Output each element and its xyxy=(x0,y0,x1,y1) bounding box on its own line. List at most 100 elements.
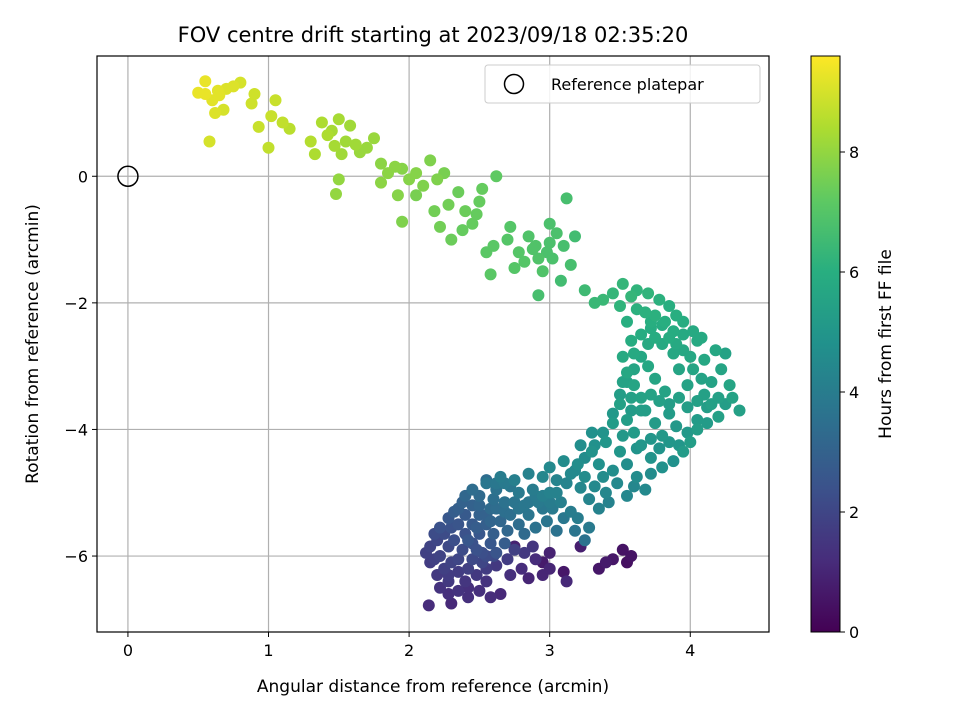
data-point xyxy=(375,176,387,189)
data-point xyxy=(484,268,497,281)
data-point xyxy=(543,562,556,575)
data-point xyxy=(442,198,455,211)
data-point xyxy=(344,119,357,132)
data-point xyxy=(684,350,697,363)
data-point xyxy=(490,546,503,559)
data-point xyxy=(597,426,610,439)
data-point xyxy=(614,398,626,411)
data-point xyxy=(698,353,711,366)
data-point xyxy=(546,252,559,265)
data-point xyxy=(653,395,666,407)
data-point xyxy=(459,575,472,588)
data-point xyxy=(663,398,676,411)
y-tick-label: −4 xyxy=(64,420,88,439)
data-point xyxy=(642,287,655,300)
data-point xyxy=(663,300,676,312)
data-point xyxy=(653,293,666,306)
data-point xyxy=(508,543,521,556)
data-point xyxy=(588,480,601,493)
data-point xyxy=(410,189,423,202)
data-point xyxy=(248,88,261,100)
data-point xyxy=(480,575,493,588)
data-point xyxy=(677,328,690,341)
data-point xyxy=(431,173,444,186)
data-point xyxy=(628,379,640,392)
data-point xyxy=(670,420,683,433)
data-point xyxy=(490,170,503,183)
legend-hollow-circle-icon xyxy=(503,73,525,95)
y-axis-label: Rotation from reference (arcmin) xyxy=(23,204,43,484)
data-point xyxy=(583,493,596,506)
colorbar-tick-label: 4 xyxy=(849,383,859,402)
data-point xyxy=(723,379,736,392)
data-point xyxy=(687,363,700,376)
data-point xyxy=(501,553,514,566)
data-point xyxy=(560,192,573,205)
data-point xyxy=(518,255,531,268)
data-point xyxy=(522,467,535,480)
data-point xyxy=(504,569,517,581)
data-point xyxy=(569,230,581,243)
data-point xyxy=(642,360,655,373)
data-point xyxy=(498,537,511,550)
data-point xyxy=(315,116,328,129)
data-point xyxy=(540,515,553,528)
data-point xyxy=(628,426,640,439)
data-point xyxy=(659,315,671,328)
data-point xyxy=(339,135,352,148)
x-tick-label: 2 xyxy=(404,641,414,660)
y-tick-label: 0 xyxy=(78,167,88,186)
data-point xyxy=(543,236,556,249)
data-point xyxy=(625,334,638,347)
data-point xyxy=(199,75,212,88)
data-point xyxy=(550,474,563,487)
data-point xyxy=(597,470,610,483)
legend: Reference platepar xyxy=(484,64,761,104)
colorbar-tick-label: 6 xyxy=(849,263,859,282)
data-point xyxy=(473,499,486,512)
data-point xyxy=(389,160,401,173)
data-point xyxy=(265,110,278,123)
data-point xyxy=(677,445,690,458)
data-point xyxy=(554,274,567,287)
data-point xyxy=(653,442,666,455)
data-point xyxy=(532,252,545,265)
reference-platepar-marker xyxy=(117,165,139,188)
data-point xyxy=(203,135,216,148)
data-point xyxy=(442,588,455,600)
data-point xyxy=(456,224,469,237)
data-point xyxy=(532,289,545,302)
data-point xyxy=(695,331,708,344)
data-point xyxy=(434,220,446,233)
data-point xyxy=(526,483,539,496)
colorbar-tick-label: 2 xyxy=(849,503,859,522)
data-point xyxy=(452,518,465,531)
data-point xyxy=(621,489,633,502)
data-point xyxy=(462,534,475,547)
data-point xyxy=(663,407,676,420)
data-point xyxy=(616,429,629,442)
data-point xyxy=(512,246,525,259)
data-point xyxy=(560,575,573,588)
data-point xyxy=(616,277,629,290)
data-point xyxy=(417,179,430,192)
data-point xyxy=(726,391,739,404)
data-point xyxy=(227,80,240,93)
data-point xyxy=(484,591,497,604)
y-tick-label: −6 xyxy=(64,547,88,566)
data-point xyxy=(649,417,662,430)
data-point xyxy=(554,496,567,509)
colorbar-tick-label: 0 xyxy=(849,623,859,642)
data-point xyxy=(487,527,500,540)
data-point xyxy=(574,481,587,494)
data-point xyxy=(687,325,700,338)
legend-box xyxy=(484,64,761,104)
data-point xyxy=(335,148,348,161)
colorbar: 0 2 4 6 8 Hours from first FF file xyxy=(810,55,896,642)
data-point xyxy=(473,195,486,208)
data-point xyxy=(585,445,598,458)
data-point xyxy=(487,493,500,506)
data-point xyxy=(585,426,598,439)
data-point xyxy=(452,553,465,566)
